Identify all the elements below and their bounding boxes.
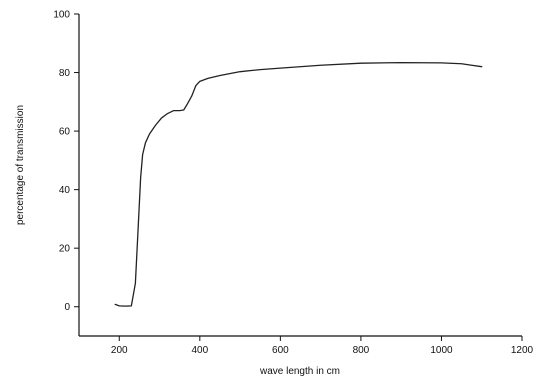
y-tick-label: 0 xyxy=(64,302,70,313)
x-tick-label: 400 xyxy=(191,345,208,356)
x-tick-label: 600 xyxy=(272,345,289,356)
x-tick-label: 200 xyxy=(111,345,128,356)
x-tick-label: 1000 xyxy=(430,345,453,356)
y-tick-label: 100 xyxy=(53,10,70,21)
y-axis-title: percentage of transmission xyxy=(15,105,26,225)
series-layer xyxy=(114,61,483,307)
y-tick-label: 40 xyxy=(59,185,71,196)
x-tick-label: 800 xyxy=(353,345,370,356)
x-axis-title: wave length in cm xyxy=(259,366,340,377)
y-tick-label: 60 xyxy=(59,127,71,138)
x-tick-label: 1200 xyxy=(511,345,534,356)
y-tick-label: 80 xyxy=(59,68,71,79)
y-tick-label: 20 xyxy=(59,244,71,255)
axes xyxy=(78,14,522,337)
x-ticks: 200 400 600 800 1000 1200 xyxy=(111,336,534,356)
series-line-0 xyxy=(114,61,483,307)
y-ticks: 0 20 40 60 80 100 xyxy=(53,10,79,313)
